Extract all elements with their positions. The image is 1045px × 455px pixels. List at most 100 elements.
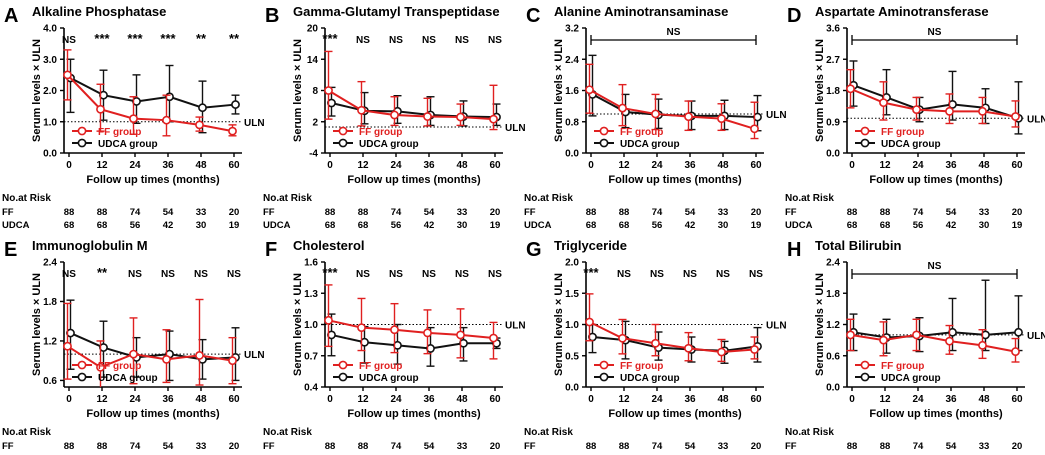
x-tick-label: 36 bbox=[162, 394, 174, 405]
legend-ff-label: FF group bbox=[881, 127, 924, 138]
risk-row-label: UDCA bbox=[263, 220, 291, 231]
risk-title: No.at Risk bbox=[263, 193, 312, 204]
risk-value: 20 bbox=[751, 441, 762, 452]
data-point bbox=[651, 338, 660, 348]
panel-title: Alanine Aminotransaminase bbox=[554, 4, 728, 19]
sig-label: NS bbox=[455, 35, 469, 46]
y-tick-label: 3.0 bbox=[43, 55, 57, 66]
data-point bbox=[96, 362, 105, 372]
legend-udca-marker bbox=[860, 372, 870, 382]
udca-series-line bbox=[70, 77, 236, 109]
sig-label: NS bbox=[356, 269, 370, 280]
x-tick-label: 36 bbox=[162, 160, 174, 171]
risk-title: No.at Risk bbox=[524, 427, 573, 438]
x-tick-label: 60 bbox=[228, 160, 240, 171]
data-point bbox=[195, 120, 204, 130]
panel-D: D Aspartate Aminotransferase 0.0 0.9 1.8 2.7 3… bbox=[785, 4, 1045, 231]
y-tick-label: 1.2 bbox=[826, 320, 840, 331]
legend-ff-marker bbox=[338, 126, 348, 136]
risk-value: 88 bbox=[586, 441, 597, 452]
x-tick-label: 24 bbox=[390, 160, 402, 171]
legend-udca-marker bbox=[338, 372, 348, 382]
data-point bbox=[489, 333, 498, 343]
x-tick-label: 48 bbox=[195, 160, 207, 171]
risk-value: 42 bbox=[946, 220, 957, 231]
panel-title: Alkaline Phosphatase bbox=[32, 4, 166, 19]
risk-value: 68 bbox=[97, 220, 108, 231]
risk-title: No.at Risk bbox=[524, 193, 573, 204]
sig-label: NS bbox=[749, 269, 763, 280]
x-axis-title: Follow up times (months) bbox=[347, 174, 481, 186]
x-axis-title: Follow up times (months) bbox=[608, 408, 742, 420]
y-tick-label: 1.5 bbox=[565, 289, 579, 300]
sig-label: NS bbox=[422, 35, 436, 46]
sig-label: NS bbox=[650, 269, 664, 280]
panel-letter: D bbox=[787, 5, 801, 27]
risk-value: 54 bbox=[163, 441, 174, 452]
uln-label: ULN bbox=[244, 350, 265, 361]
risk-title: No.at Risk bbox=[263, 427, 312, 438]
y-tick-label: 0.7 bbox=[304, 351, 318, 362]
data-point bbox=[423, 112, 432, 121]
sig-label: *** bbox=[94, 31, 110, 46]
data-point bbox=[585, 317, 594, 327]
x-tick-label: 60 bbox=[750, 160, 762, 171]
x-tick-label: 48 bbox=[195, 394, 207, 405]
risk-value: 68 bbox=[325, 220, 336, 231]
sig-label: NS bbox=[389, 269, 403, 280]
x-tick-label: 0 bbox=[66, 394, 72, 405]
x-tick-label: 60 bbox=[489, 394, 501, 405]
risk-value: 19 bbox=[490, 220, 501, 231]
legend-ff-marker bbox=[599, 126, 609, 136]
risk-value: 30 bbox=[718, 220, 729, 231]
x-tick-label: 36 bbox=[423, 160, 435, 171]
risk-value: 68 bbox=[880, 220, 891, 231]
x-tick-label: 48 bbox=[456, 394, 468, 405]
risk-row-label: FF bbox=[524, 441, 536, 452]
x-tick-label: 0 bbox=[327, 160, 333, 171]
panel-B: B Gamma-Glutamyl Transpeptidase -4 2 8 14 20 0 1… bbox=[263, 4, 526, 231]
panel-F: F Cholesterol 0.4 0.7 1.0 1.3 1.6 0 12 24 36 48 60 Fo… bbox=[263, 238, 526, 455]
risk-row-label: FF bbox=[524, 207, 536, 218]
data-point bbox=[879, 335, 888, 345]
legend-ff-marker bbox=[860, 360, 870, 370]
data-point bbox=[717, 114, 726, 124]
x-tick-label: 48 bbox=[717, 160, 729, 171]
risk-value: 30 bbox=[979, 220, 990, 231]
risk-value: 74 bbox=[130, 441, 141, 452]
panel-letter: E bbox=[4, 239, 17, 261]
data-point bbox=[750, 124, 759, 134]
data-point bbox=[324, 86, 333, 95]
data-point bbox=[390, 110, 399, 120]
risk-value: 20 bbox=[751, 207, 762, 218]
sig-label: NS bbox=[227, 269, 241, 280]
sig-label: NS bbox=[62, 269, 76, 280]
risk-value: 88 bbox=[619, 207, 630, 218]
legend-udca-label: UDCA group bbox=[359, 139, 419, 150]
x-tick-label: 36 bbox=[684, 160, 696, 171]
sig-label: NS bbox=[161, 269, 175, 280]
x-tick-label: 0 bbox=[588, 160, 594, 171]
data-point bbox=[846, 84, 855, 94]
risk-value: 68 bbox=[586, 220, 597, 231]
risk-value: 56 bbox=[913, 220, 924, 231]
risk-value: 20 bbox=[229, 207, 240, 218]
ff-series-line bbox=[850, 87, 1016, 118]
sig-label: *** bbox=[583, 265, 599, 280]
x-tick-label: 48 bbox=[978, 160, 990, 171]
legend-ff-marker bbox=[860, 126, 870, 136]
data-point bbox=[912, 330, 921, 340]
panel-H: H Total Bilirubin 0.0 0.6 1.2 1.8 2.4 0 12 24 36 48… bbox=[785, 238, 1045, 455]
uln-label: ULN bbox=[244, 118, 265, 129]
y-tick-label: 0.5 bbox=[565, 351, 579, 362]
legend-udca-marker bbox=[338, 138, 348, 148]
legend-ff-label: FF group bbox=[881, 361, 924, 372]
sig-label: *** bbox=[160, 31, 176, 46]
y-tick-label: 1.8 bbox=[43, 297, 57, 308]
panel-title: Total Bilirubin bbox=[815, 238, 901, 253]
y-axis-title: Serum levels × ULN bbox=[814, 273, 826, 376]
panel-C: C Alanine Aminotransaminase 0.0 0.8 1.6 2.4 3.… bbox=[524, 4, 787, 231]
legend-udca-label: UDCA group bbox=[881, 373, 941, 384]
risk-value: 68 bbox=[64, 220, 75, 231]
